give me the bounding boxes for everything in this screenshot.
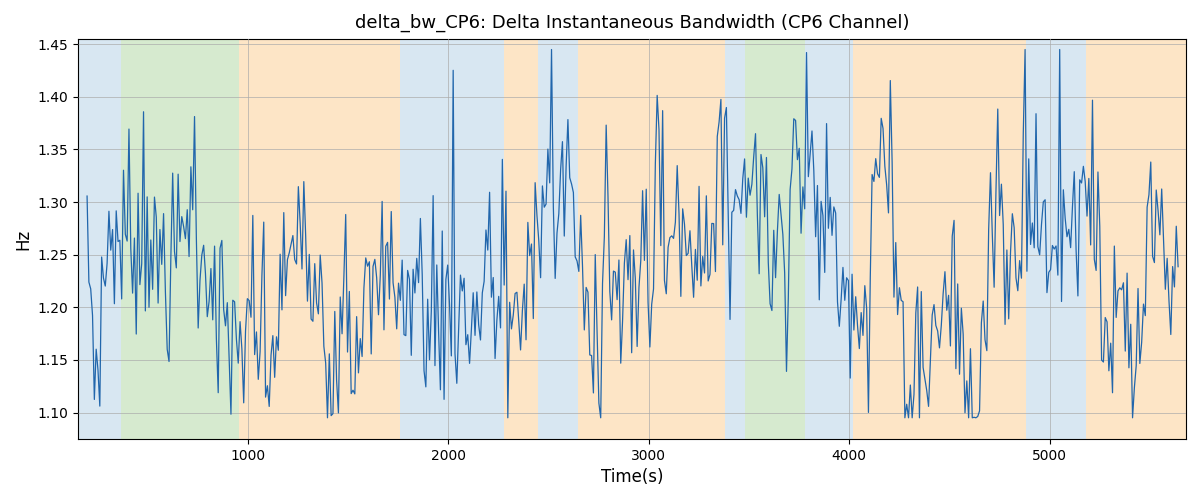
X-axis label: Time(s): Time(s) bbox=[601, 468, 664, 486]
Bar bbox=[400, 39, 420, 439]
Bar bbox=[240, 39, 400, 439]
Bar bbox=[805, 39, 853, 439]
Bar bbox=[539, 39, 578, 439]
Bar bbox=[504, 39, 539, 439]
Bar bbox=[1086, 39, 1186, 439]
Bar bbox=[1026, 39, 1086, 439]
Bar bbox=[420, 39, 504, 439]
Bar bbox=[78, 39, 121, 439]
Bar bbox=[853, 39, 1026, 439]
Bar bbox=[749, 39, 805, 439]
Bar bbox=[578, 39, 725, 439]
Title: delta_bw_CP6: Delta Instantaneous Bandwidth (CP6 Channel): delta_bw_CP6: Delta Instantaneous Bandwi… bbox=[355, 14, 910, 32]
Bar bbox=[121, 39, 240, 439]
Y-axis label: Hz: Hz bbox=[14, 228, 32, 250]
Bar bbox=[725, 39, 745, 439]
Bar bbox=[745, 39, 749, 439]
